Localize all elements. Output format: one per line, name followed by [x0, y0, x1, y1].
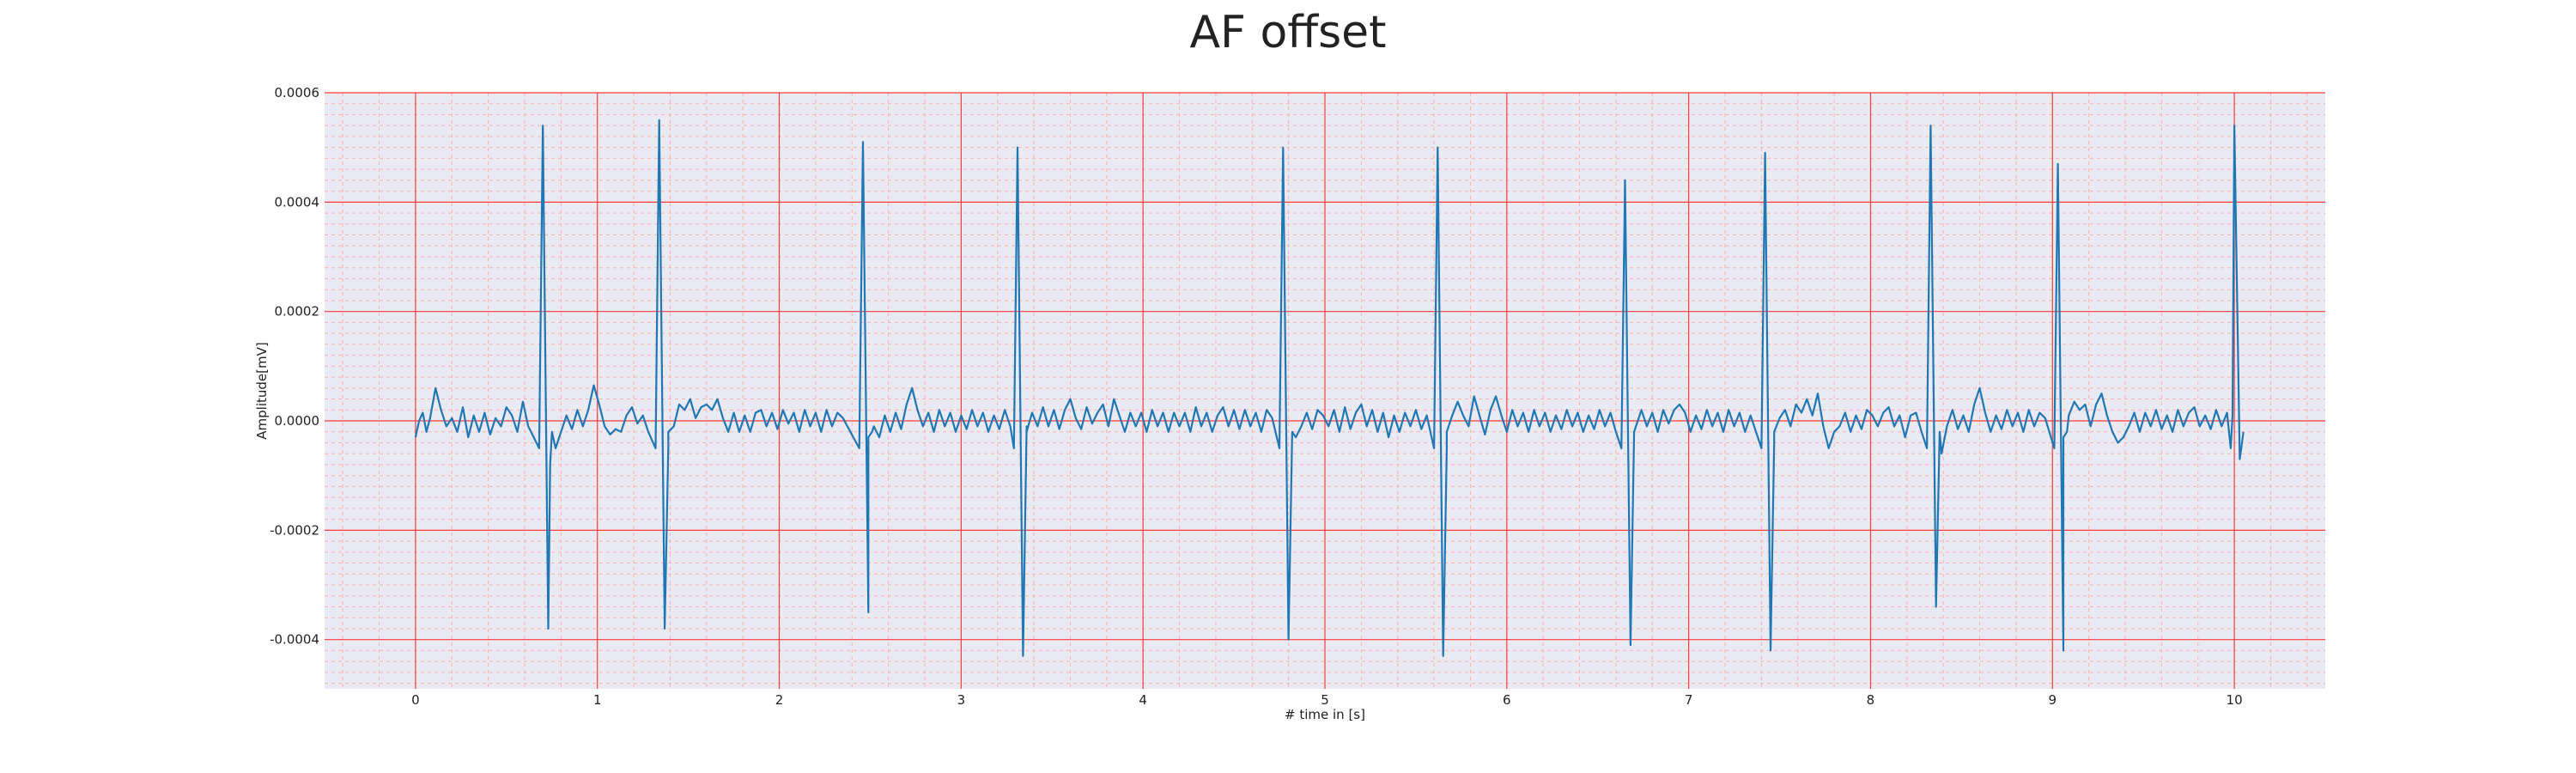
ecg-series-line	[414, 119, 2245, 657]
x-tick-label: 1	[593, 692, 602, 708]
y-tick-label: -0.0004	[270, 632, 319, 648]
x-axis-ticks: 0 1 2 3 4 5 6 7 8 9 10	[411, 692, 2243, 708]
x-tick-label: 10	[2227, 692, 2243, 708]
x-tick-label: 0	[411, 692, 420, 708]
chart-title: AF offset	[1189, 7, 1386, 58]
x-axis-label: # time in [s]	[1285, 707, 1365, 722]
x-tick-label: 3	[957, 692, 966, 708]
y-axis-label: Amplitude[mV]	[254, 342, 270, 439]
series-group	[414, 119, 2245, 657]
y-tick-label: -0.0002	[270, 522, 319, 538]
x-tick-label: 4	[1139, 692, 1147, 708]
x-tick-label: 8	[1867, 692, 1875, 708]
x-tick-label: 9	[2048, 692, 2057, 708]
x-tick-label: 5	[1321, 692, 1329, 708]
x-tick-label: 6	[1503, 692, 1511, 708]
x-tick-label: 7	[1685, 692, 1693, 708]
minor-grid	[325, 93, 2325, 689]
x-tick-label: 2	[775, 692, 784, 708]
y-tick-label: 0.0004	[275, 194, 320, 210]
y-tick-label: 0.0000	[275, 413, 320, 429]
y-axis-ticks: -0.0004 -0.0002 0.0000 0.0002 0.0004 0.0006	[270, 85, 319, 648]
y-tick-label: 0.0002	[275, 304, 320, 320]
y-tick-label: 0.0006	[275, 85, 320, 100]
